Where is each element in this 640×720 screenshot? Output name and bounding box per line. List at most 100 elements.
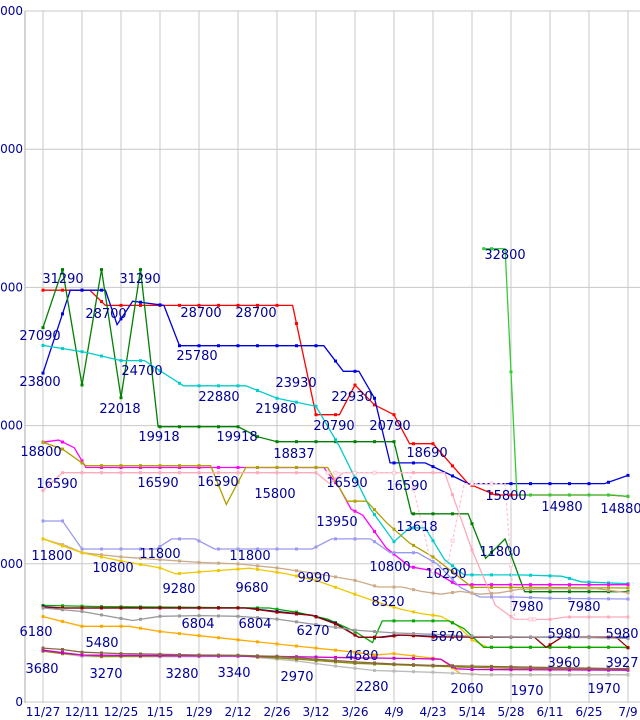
x-tick-label: 4/9 bbox=[384, 705, 403, 719]
point-label: 31290 bbox=[42, 272, 83, 287]
point-label: 13950 bbox=[316, 515, 357, 530]
point-label: 22018 bbox=[99, 402, 140, 417]
point-label: 18837 bbox=[273, 447, 314, 462]
point-label: 28700 bbox=[235, 306, 276, 321]
point-label: 11800 bbox=[139, 547, 180, 562]
series-brown bbox=[41, 646, 630, 671]
point-label: 16590 bbox=[137, 476, 178, 491]
point-label: 5980 bbox=[547, 627, 580, 642]
point-label: 7980 bbox=[567, 600, 600, 615]
x-tick-label: 11/27 bbox=[26, 705, 61, 719]
point-label: 10800 bbox=[92, 561, 133, 576]
series-pink-dotted bbox=[325, 470, 537, 622]
point-label: 3927 bbox=[605, 656, 638, 671]
y-tick-label: 40000 bbox=[0, 142, 23, 156]
point-label: 16590 bbox=[386, 479, 427, 494]
point-label: 2280 bbox=[355, 680, 388, 695]
point-label: 32800 bbox=[484, 248, 525, 263]
series-green-spike bbox=[482, 247, 630, 498]
point-label: 20790 bbox=[313, 419, 354, 434]
point-label: 22930 bbox=[331, 390, 372, 405]
point-label: 28700 bbox=[180, 306, 221, 321]
point-label: 6804 bbox=[238, 617, 271, 632]
point-label: 18800 bbox=[20, 445, 61, 460]
x-tick-label: 3/26 bbox=[342, 705, 369, 719]
point-label: 6180 bbox=[19, 625, 52, 640]
point-label: 14980 bbox=[541, 500, 582, 515]
point-label: 31290 bbox=[119, 272, 160, 287]
y-tick-label: 10000 bbox=[0, 557, 23, 571]
point-label: 2060 bbox=[450, 682, 483, 697]
x-axis-labels: 11/27 12/11 12/25 1/15 1/29 2/12 2/26 3/12 3/26 4… bbox=[26, 705, 638, 719]
point-label: 9680 bbox=[235, 581, 268, 596]
point-label: 3340 bbox=[217, 666, 250, 681]
point-label: 1970 bbox=[587, 682, 620, 697]
series-blue bbox=[41, 288, 630, 486]
x-tick-label: 2/12 bbox=[225, 705, 252, 719]
y-axis-labels: 0 10000 20000 30000 40000 50000 bbox=[0, 4, 23, 709]
point-label: 11800 bbox=[31, 549, 72, 564]
point-label: 5480 bbox=[85, 636, 118, 651]
x-tick-label: 5/28 bbox=[498, 705, 525, 719]
point-label: 19918 bbox=[216, 430, 257, 445]
x-tick-label: 7/9 bbox=[618, 705, 637, 719]
x-tick-label: 6/11 bbox=[537, 705, 564, 719]
y-tick-label: 50000 bbox=[0, 4, 23, 18]
series-gray1 bbox=[41, 606, 630, 640]
point-label: 27090 bbox=[19, 329, 60, 344]
point-label: 23930 bbox=[275, 376, 316, 391]
point-label: 4680 bbox=[345, 649, 378, 664]
point-label: 13618 bbox=[396, 520, 437, 535]
series-periwinkle bbox=[41, 519, 630, 601]
point-label: 1970 bbox=[510, 684, 543, 699]
point-label: 15800 bbox=[254, 487, 295, 502]
point-label: 15800 bbox=[485, 489, 526, 504]
y-tick-label: 30000 bbox=[0, 280, 23, 294]
point-label: 8320 bbox=[371, 595, 404, 610]
point-label: 10290 bbox=[425, 567, 466, 582]
x-tick-label: 5/14 bbox=[459, 705, 486, 719]
point-label: 3280 bbox=[165, 667, 198, 682]
point-label: 7980 bbox=[510, 600, 543, 615]
point-label: 22880 bbox=[198, 390, 239, 405]
point-label: 2970 bbox=[280, 670, 313, 685]
point-label: 14880 bbox=[600, 502, 640, 517]
point-label: 6270 bbox=[296, 624, 329, 639]
x-tick-label: 6/25 bbox=[576, 705, 603, 719]
point-label: 3270 bbox=[89, 667, 122, 682]
point-label: 10800 bbox=[369, 560, 410, 575]
x-tick-label: 2/26 bbox=[264, 705, 291, 719]
x-tick-label: 12/11 bbox=[65, 705, 100, 719]
x-tick-label: 12/25 bbox=[104, 705, 139, 719]
point-label: 19918 bbox=[138, 430, 179, 445]
x-tick-label: 3/12 bbox=[303, 705, 330, 719]
point-label: 16590 bbox=[197, 475, 238, 490]
point-label: 5870 bbox=[430, 630, 463, 645]
point-label: 16590 bbox=[326, 476, 367, 491]
point-label: 20790 bbox=[369, 419, 410, 434]
point-label: 9280 bbox=[162, 582, 195, 597]
point-label: 18690 bbox=[406, 446, 447, 461]
point-label: 11800 bbox=[229, 549, 270, 564]
point-label: 3680 bbox=[25, 662, 58, 677]
point-label: 9990 bbox=[297, 571, 330, 586]
point-label: 23800 bbox=[19, 375, 60, 390]
point-label: 3960 bbox=[547, 656, 580, 671]
data-labels: 31290 31290 28700 28700 28700 27090 23800 25780… bbox=[19, 248, 640, 699]
x-tick-label: 1/29 bbox=[186, 705, 213, 719]
point-label: 21980 bbox=[255, 402, 296, 417]
point-label: 28700 bbox=[85, 307, 126, 322]
point-label: 25780 bbox=[176, 349, 217, 364]
point-label: 16590 bbox=[36, 477, 77, 492]
series-dark-green bbox=[41, 268, 630, 594]
point-label: 6804 bbox=[181, 617, 214, 632]
y-tick-label: 20000 bbox=[0, 419, 23, 433]
point-label: 5980 bbox=[605, 627, 638, 642]
x-tick-label: 4/23 bbox=[420, 705, 447, 719]
point-label: 24700 bbox=[121, 364, 162, 379]
x-tick-label: 1/15 bbox=[147, 705, 174, 719]
y-tick-label: 0 bbox=[15, 695, 23, 709]
